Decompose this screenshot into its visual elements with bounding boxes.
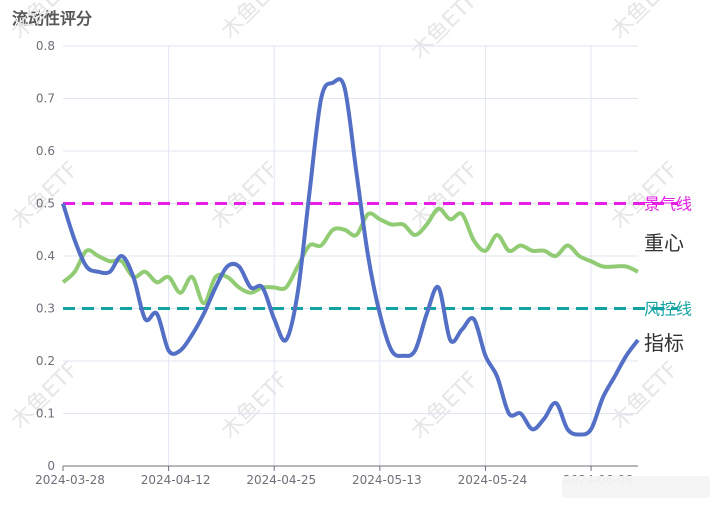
y-tick-label: 0.8 [36, 39, 55, 53]
series-line [61, 77, 640, 437]
y-tick-label: 0.2 [36, 354, 55, 368]
overlay [562, 476, 710, 498]
x-tick-label: 2024-04-25 [246, 473, 316, 487]
watermark: 木鱼ETF [407, 0, 484, 64]
x-tick-label: 2024-05-24 [458, 473, 528, 487]
reference-label: 风控线 [644, 300, 692, 319]
reference-label: 景气线 [644, 195, 692, 214]
series-line [61, 206, 639, 306]
y-tick-label: 0.4 [36, 249, 55, 263]
x-tick-label: 2024-04-12 [141, 473, 211, 487]
y-tick-label: 0.3 [36, 302, 55, 316]
watermark: 木鱼ETF [407, 157, 484, 234]
watermark: 木鱼ETF [217, 367, 294, 444]
x-tick-label: 2024-03-28 [35, 473, 105, 487]
watermark: 木鱼ETF [207, 157, 284, 234]
watermark: 木鱼ETF [607, 0, 684, 44]
watermark: 木鱼ETF [407, 367, 484, 444]
y-tick-label: 0.7 [36, 92, 55, 106]
y-tick-label: 0.5 [36, 197, 55, 211]
watermark: 木鱼ETF [7, 357, 84, 434]
series-label: 指标 [644, 331, 684, 355]
y-tick-label: 0 [47, 459, 55, 473]
series-label: 重心 [644, 231, 684, 255]
y-tick-label: 0.1 [36, 407, 55, 421]
chart-title: 流动性评分 [12, 9, 92, 28]
y-tick-label: 0.6 [36, 144, 55, 158]
x-tick-label: 2024-05-13 [352, 473, 422, 487]
watermark: 木鱼ETF [217, 0, 294, 44]
